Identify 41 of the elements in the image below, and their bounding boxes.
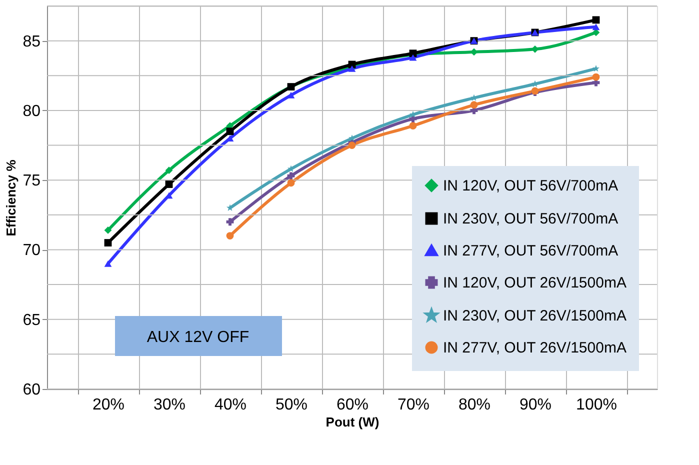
x-tick-label: 80%: [458, 396, 491, 414]
legend-label: IN 277V, OUT 56V/700mA: [443, 242, 618, 260]
legend-label: IN 120V, OUT 56V/700mA: [443, 178, 618, 194]
point: [226, 218, 234, 226]
legend-label: IN 120V, OUT 26V/1500mA: [443, 274, 626, 292]
legend-label: IN 230V, OUT 56V/700mA: [443, 210, 618, 228]
y-tick-label: 80: [22, 102, 41, 120]
point: [592, 73, 600, 81]
y-tick-label: 70: [22, 242, 41, 260]
legend-label: IN 230V, OUT 26V/1500mA: [443, 308, 626, 324]
point: [165, 180, 173, 188]
point: [165, 166, 173, 174]
y-tick-label: 65: [22, 312, 41, 329]
annotation: AUX 12V OFF: [146, 329, 250, 346]
x-tick-label: 70%: [397, 396, 430, 414]
point: [226, 128, 234, 136]
x-tick-label: 30%: [153, 396, 186, 414]
x-tick-label: 20%: [92, 396, 125, 414]
x-tick-label: 60%: [336, 396, 369, 414]
point: [104, 239, 112, 246]
x-tick-label: 50%: [275, 396, 308, 414]
y-tick-label: 85: [22, 33, 41, 50]
y-tick-label: 60: [22, 382, 41, 398]
point: [592, 64, 600, 72]
y-axis-title: Efficiency %: [4, 159, 19, 236]
point: [409, 122, 417, 130]
y-tick-label: 75: [22, 172, 41, 190]
x-axis-title: Pout (W): [326, 414, 380, 430]
legend-label: IN 277V, OUT 26V/1500mA: [443, 340, 626, 356]
point: [592, 24, 600, 30]
point: [592, 16, 600, 24]
x-tick-label: 100%: [576, 396, 617, 414]
point: [226, 232, 234, 240]
point: [470, 101, 478, 109]
point: [348, 142, 356, 149]
point: [287, 172, 295, 180]
point: [409, 54, 417, 61]
x-tick-label: 40%: [214, 396, 247, 414]
point: [104, 260, 112, 267]
point: [287, 179, 295, 187]
x-tick-label: 90%: [519, 396, 552, 414]
